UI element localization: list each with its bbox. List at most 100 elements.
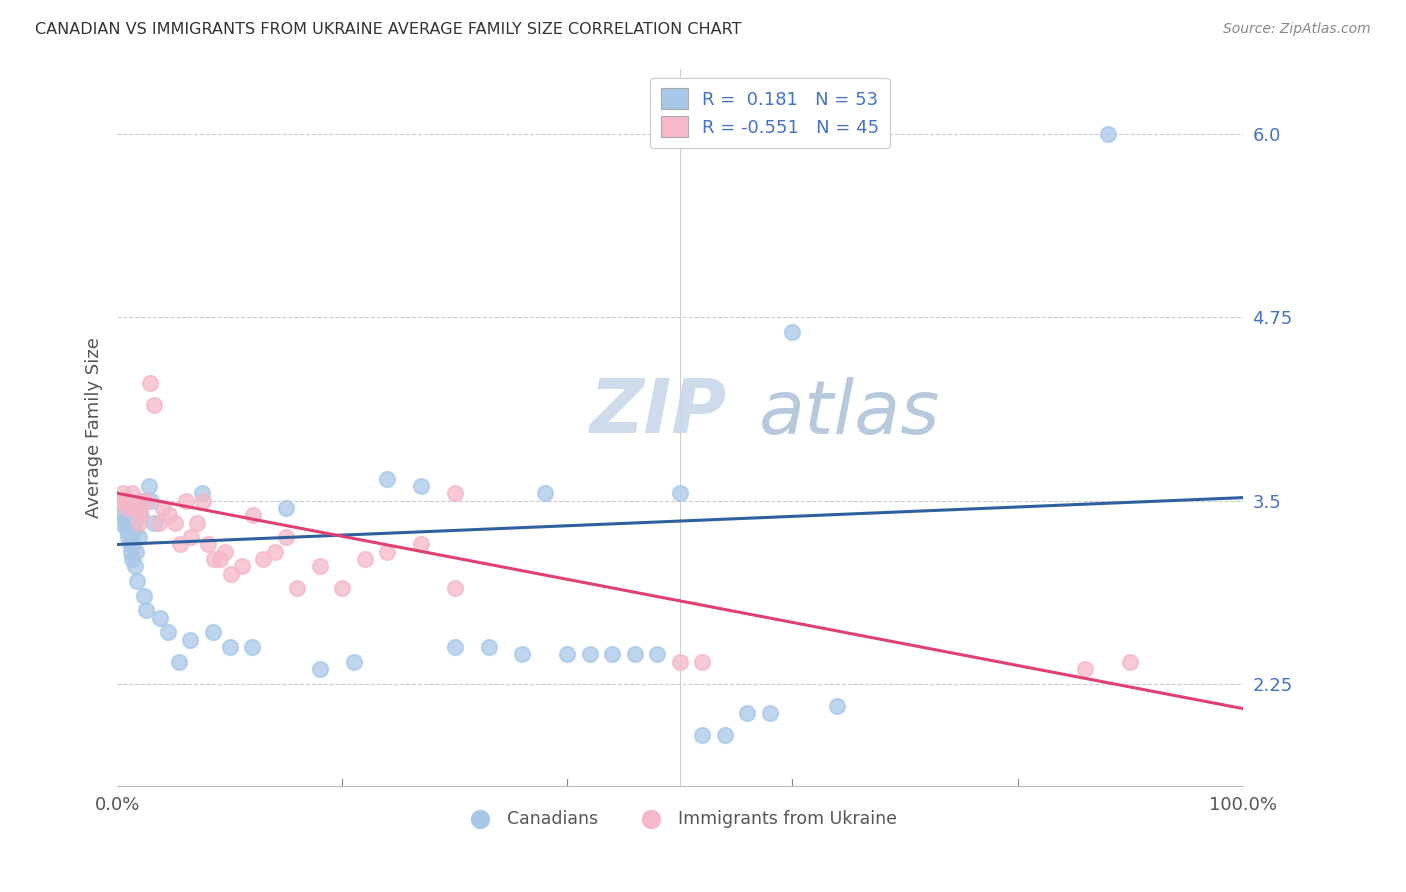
Point [477, 640, 499, 654]
Point [240, 640, 263, 654]
Point [218, 640, 240, 654]
Point [443, 582, 465, 596]
Point [167, 655, 190, 669]
Point [252, 552, 274, 566]
Point [118, 493, 141, 508]
Point [263, 545, 285, 559]
Point [624, 648, 647, 662]
Point [186, 516, 208, 530]
Text: Source: ZipAtlas.com: Source: ZipAtlas.com [1223, 22, 1371, 37]
Point [120, 545, 142, 559]
Point [602, 648, 624, 662]
Point [139, 493, 162, 508]
Point [122, 500, 145, 515]
Point [375, 472, 398, 486]
Point [579, 648, 602, 662]
Point [128, 530, 150, 544]
Point [647, 648, 669, 662]
Point [121, 486, 143, 500]
Point [152, 500, 174, 515]
Point [191, 493, 214, 508]
Text: ZIP: ZIP [591, 376, 727, 450]
Point [143, 516, 166, 530]
Point [114, 500, 136, 515]
Point [111, 508, 134, 523]
Point [111, 486, 134, 500]
Point [759, 706, 782, 720]
Point [135, 603, 157, 617]
Point [129, 508, 152, 523]
Point [122, 523, 145, 537]
Point [443, 486, 465, 500]
Point [117, 523, 139, 537]
Point [163, 516, 186, 530]
Point [737, 706, 759, 720]
Point [669, 486, 692, 500]
Point [135, 493, 157, 508]
Point [714, 728, 737, 742]
Point [409, 479, 432, 493]
Point [149, 611, 172, 625]
Point [127, 574, 149, 588]
Point [242, 508, 264, 523]
Point [117, 500, 139, 515]
Point [125, 545, 148, 559]
Point [409, 537, 432, 551]
Point [308, 662, 330, 676]
Legend: Canadians, Immigrants from Ukraine: Canadians, Immigrants from Ukraine [456, 803, 904, 835]
Point [353, 552, 375, 566]
Text: atlas: atlas [759, 377, 941, 449]
Point [782, 325, 804, 339]
Point [308, 559, 330, 574]
Point [174, 493, 197, 508]
Point [827, 698, 849, 713]
Point [285, 582, 308, 596]
Point [208, 552, 231, 566]
Point [231, 559, 253, 574]
Point [1097, 128, 1119, 142]
Point [117, 530, 139, 544]
Point [375, 545, 398, 559]
Point [179, 632, 201, 647]
Point [110, 516, 132, 530]
Point [669, 655, 692, 669]
Point [342, 655, 364, 669]
Point [219, 566, 242, 581]
Point [125, 500, 148, 515]
Point [1119, 655, 1142, 669]
Text: CANADIAN VS IMMIGRANTS FROM UKRAINE AVERAGE FAMILY SIZE CORRELATION CHART: CANADIAN VS IMMIGRANTS FROM UKRAINE AVER… [35, 22, 741, 37]
Point [134, 589, 156, 603]
Point [110, 493, 132, 508]
Point [512, 648, 534, 662]
Point [157, 508, 180, 523]
Point [330, 582, 353, 596]
Point [139, 376, 162, 391]
Point [124, 559, 146, 574]
Point [692, 655, 714, 669]
Point [131, 493, 153, 508]
Point [180, 530, 202, 544]
Point [148, 516, 170, 530]
Point [534, 486, 557, 500]
Point [202, 552, 225, 566]
Point [692, 728, 714, 742]
Point [122, 537, 145, 551]
Point [197, 537, 219, 551]
Point [112, 493, 135, 508]
Point [169, 537, 191, 551]
Point [1074, 662, 1097, 676]
Point [114, 493, 136, 508]
Y-axis label: Average Family Size: Average Family Size [86, 337, 103, 517]
Point [128, 516, 150, 530]
Point [128, 508, 150, 523]
Point [443, 640, 465, 654]
Point [118, 537, 141, 551]
Point [143, 398, 166, 412]
Point [138, 479, 160, 493]
Point [156, 625, 179, 640]
Point [214, 545, 236, 559]
Point [190, 486, 212, 500]
Point [115, 516, 138, 530]
Point [132, 493, 155, 508]
Point [274, 500, 297, 515]
